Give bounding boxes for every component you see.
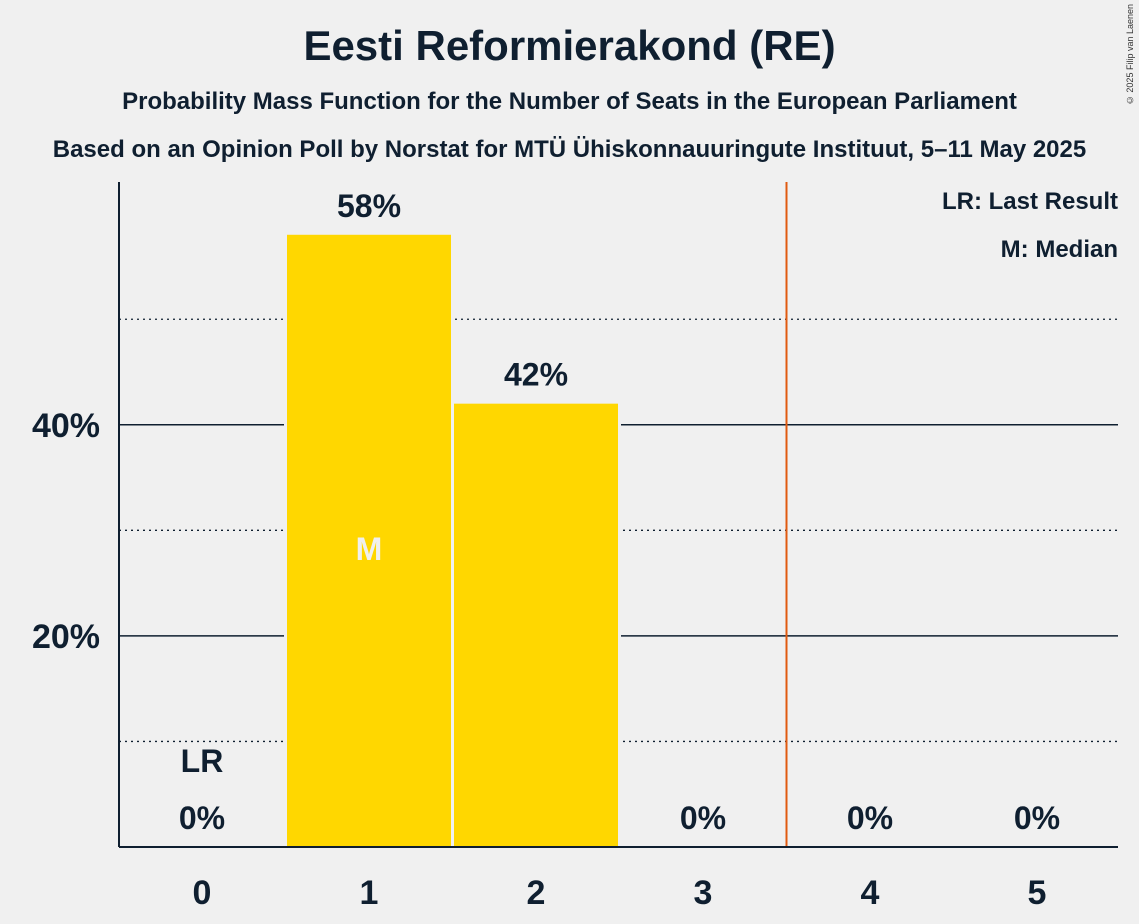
bars: [284, 234, 621, 847]
x-tick-label: 3: [694, 874, 713, 912]
axes: 20% 40% 0 1 2 3 4 5: [32, 182, 1118, 912]
value-label: 58%: [337, 188, 401, 224]
value-label: 0%: [1014, 800, 1060, 836]
value-label: 42%: [504, 357, 568, 393]
value-label: 0%: [847, 800, 893, 836]
x-tick-label: 2: [527, 874, 546, 912]
x-tick-label: 0: [193, 874, 212, 912]
last-result-marker: LR: [181, 743, 224, 779]
chart-subtitle: Probability Mass Function for the Number…: [122, 88, 1017, 115]
x-tick-label: 4: [861, 874, 880, 912]
y-tick-label: 20%: [32, 618, 100, 656]
y-tick-label: 40%: [32, 407, 100, 445]
bar: [454, 403, 618, 847]
value-label: 0%: [680, 800, 726, 836]
legend-median: M: Median: [1001, 236, 1118, 263]
chart-title: Eesti Reformierakond (RE): [303, 22, 836, 69]
value-label: 0%: [179, 800, 225, 836]
median-marker: M: [356, 531, 383, 567]
bar: [287, 234, 451, 847]
legend-last-result: LR: Last Result: [942, 188, 1118, 215]
x-tick-label: 1: [360, 874, 379, 912]
chart-source: Based on an Opinion Poll by Norstat for …: [52, 136, 1087, 163]
x-tick-label: 5: [1028, 874, 1047, 912]
markers: 0% 58% 42% 0% 0% 0% M LR: [179, 182, 1060, 847]
